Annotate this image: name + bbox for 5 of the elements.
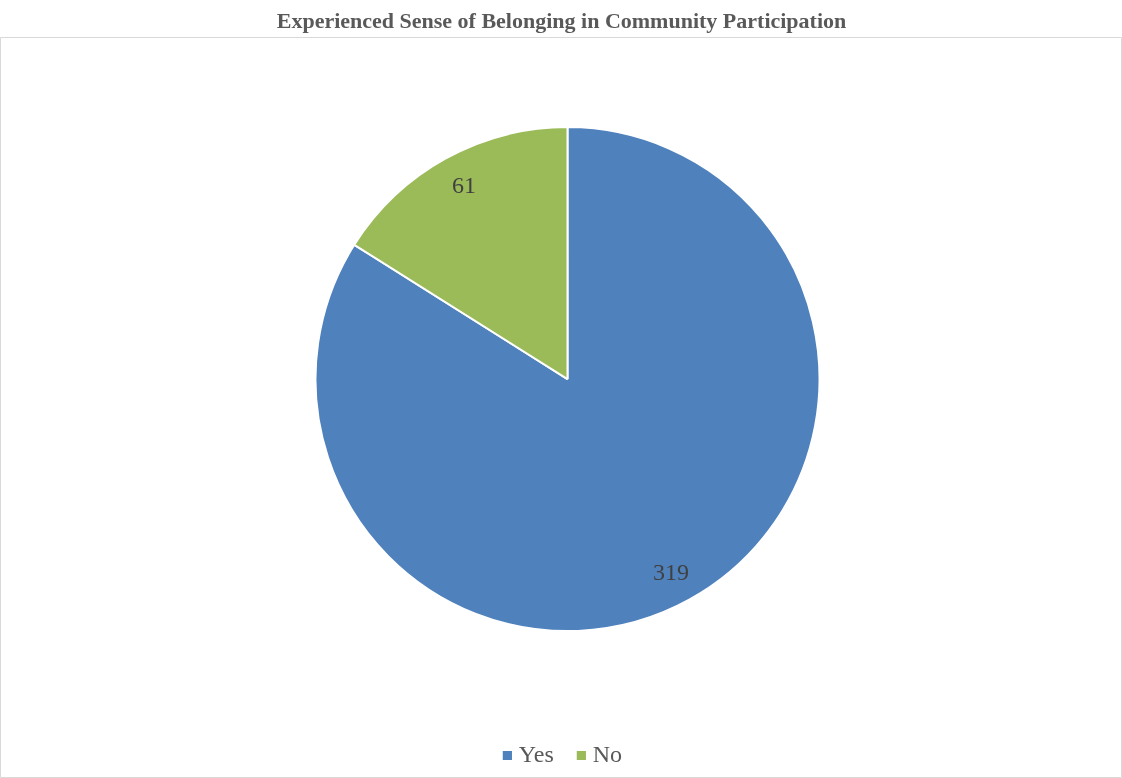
legend-label: No (592, 741, 623, 768)
chart-title: Experienced Sense of Belonging in Community Participation (276, 7, 847, 33)
data-label: 319 (653, 559, 689, 586)
legend-label: Yes (518, 741, 554, 768)
data-label: 61 (452, 172, 476, 199)
